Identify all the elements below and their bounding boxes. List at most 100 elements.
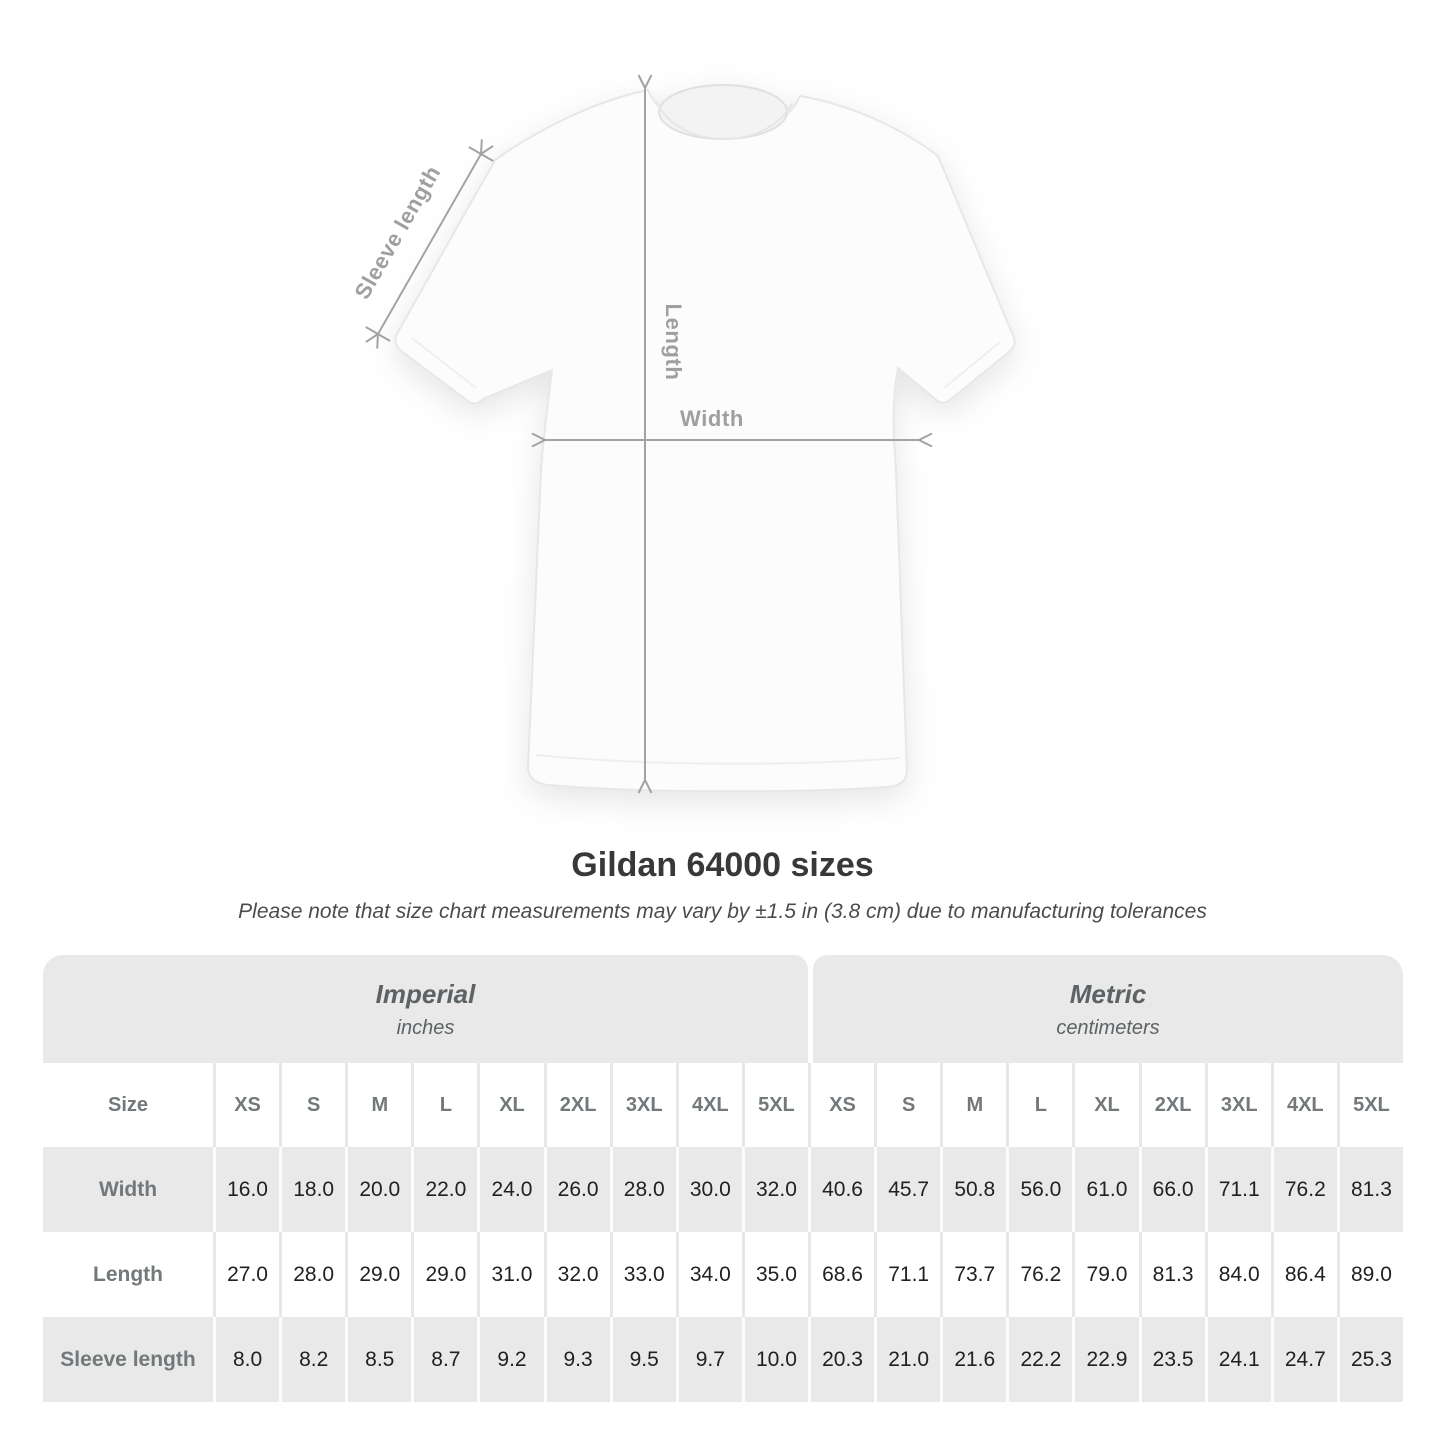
table-cell: 81.3 xyxy=(1336,1147,1403,1232)
unit-band-row: Imperial inches Metric centimeters xyxy=(43,955,1403,1063)
table-cell: 24.0 xyxy=(477,1147,543,1232)
row-label: Sleeve length xyxy=(60,1347,196,1371)
sleeve-end-tick-top xyxy=(468,146,494,162)
size-header-row: Size XS S M L XL 2XL 3XL 4XL 5XL XS S M … xyxy=(43,1063,1403,1147)
table-cell: 33.0 xyxy=(609,1232,676,1317)
table-cell: 29.0 xyxy=(411,1232,477,1317)
table-cell: 22.9 xyxy=(1072,1317,1138,1402)
table-cell: 8.0 xyxy=(213,1317,279,1402)
table-cell: 32.0 xyxy=(741,1147,808,1232)
table-cell: 29.0 xyxy=(345,1232,411,1317)
table-cell: 26.0 xyxy=(543,1147,610,1232)
table-cell: 23.5 xyxy=(1138,1317,1205,1402)
table-cell: 24.7 xyxy=(1270,1317,1337,1402)
size-col-header: 5XL xyxy=(1336,1063,1403,1147)
table-cell: 86.4 xyxy=(1270,1232,1337,1317)
table-cell: 28.0 xyxy=(609,1147,676,1232)
table-cell: 89.0 xyxy=(1336,1232,1403,1317)
table-cell: 68.6 xyxy=(808,1232,874,1317)
table-cell: 84.0 xyxy=(1204,1232,1271,1317)
table-cell: 25.3 xyxy=(1336,1317,1403,1402)
size-table: Imperial inches Metric centimeters Size … xyxy=(43,955,1403,1402)
table-cell: 34.0 xyxy=(675,1232,742,1317)
metric-band-title: Metric xyxy=(1069,978,1147,1009)
table-cell: 9.2 xyxy=(477,1317,543,1402)
tolerance-note: Please note that size chart measurements… xyxy=(238,900,1207,923)
size-col-header: XS xyxy=(213,1063,279,1147)
tshirt-image xyxy=(394,84,1016,793)
size-col-header: L xyxy=(411,1063,477,1147)
imperial-band-unit: inches xyxy=(396,1016,455,1039)
table-cell: 76.2 xyxy=(1270,1147,1337,1232)
width-row: Width 16.0 18.0 20.0 22.0 24.0 26.0 28.0… xyxy=(43,1147,1403,1232)
table-cell: 9.3 xyxy=(543,1317,610,1402)
table-cell: 22.2 xyxy=(1006,1317,1072,1402)
table-cell: 71.1 xyxy=(874,1232,940,1317)
tshirt-measurement-diagram: Length Width Sleeve length xyxy=(349,74,1016,794)
imperial-band: Imperial inches xyxy=(43,955,808,1063)
table-cell: 66.0 xyxy=(1138,1147,1205,1232)
size-col-header: XL xyxy=(1072,1063,1138,1147)
table-cell: 73.7 xyxy=(940,1232,1006,1317)
size-col-header: 3XL xyxy=(609,1063,676,1147)
table-cell: 9.5 xyxy=(609,1317,676,1402)
row-label: Width xyxy=(98,1177,158,1201)
table-cell: 50.8 xyxy=(940,1147,1006,1232)
table-cell: 56.0 xyxy=(1006,1147,1072,1232)
metric-band-unit: centimeters xyxy=(1056,1016,1160,1039)
size-col-header: XL xyxy=(477,1063,543,1147)
table-cell: 40.6 xyxy=(808,1147,874,1232)
table-cell: 71.1 xyxy=(1204,1147,1271,1232)
table-cell: 31.0 xyxy=(477,1232,543,1317)
table-cell: 81.3 xyxy=(1138,1232,1205,1317)
collar-stitch xyxy=(655,101,793,140)
size-col-header: 3XL xyxy=(1204,1063,1271,1147)
width-label: Width xyxy=(680,406,744,431)
size-col-header: 4XL xyxy=(1270,1063,1337,1147)
table-cell: 22.0 xyxy=(411,1147,477,1232)
table-cell: 30.0 xyxy=(675,1147,742,1232)
length-row: Length 27.0 28.0 29.0 29.0 31.0 32.0 33.… xyxy=(43,1232,1403,1317)
size-col-header: 2XL xyxy=(1138,1063,1205,1147)
table-cell: 18.0 xyxy=(279,1147,345,1232)
table-cell: 35.0 xyxy=(741,1232,808,1317)
table-cell: 20.0 xyxy=(345,1147,411,1232)
table-cell: 76.2 xyxy=(1006,1232,1072,1317)
table-cell: 21.0 xyxy=(874,1317,940,1402)
imperial-band-title: Imperial xyxy=(375,978,476,1009)
size-col-header: 5XL xyxy=(741,1063,808,1147)
table-cell: 21.6 xyxy=(940,1317,1006,1402)
table-cell: 20.3 xyxy=(808,1317,874,1402)
table-cell: 9.7 xyxy=(675,1317,742,1402)
table-cell: 8.7 xyxy=(411,1317,477,1402)
table-cell: 79.0 xyxy=(1072,1232,1138,1317)
table-cell: 32.0 xyxy=(543,1232,610,1317)
table-cell: 24.1 xyxy=(1204,1317,1271,1402)
sleeve-end-tick-bottom xyxy=(365,326,391,342)
size-col-header: M xyxy=(345,1063,411,1147)
length-label: Length xyxy=(661,304,686,381)
size-col-header: 2XL xyxy=(543,1063,610,1147)
table-cell: 61.0 xyxy=(1072,1147,1138,1232)
table-cell: 16.0 xyxy=(213,1147,279,1232)
sleeve-length-arrow xyxy=(365,139,494,349)
size-col-header: M xyxy=(940,1063,1006,1147)
table-cell: 27.0 xyxy=(213,1232,279,1317)
size-col-header: 4XL xyxy=(675,1063,742,1147)
table-cell: 45.7 xyxy=(874,1147,940,1232)
metric-band: Metric centimeters xyxy=(813,955,1403,1063)
size-col-header: L xyxy=(1006,1063,1072,1147)
size-col-header: S xyxy=(874,1063,940,1147)
sleeve-length-row: Sleeve length 8.0 8.2 8.5 8.7 9.2 9.3 9.… xyxy=(43,1317,1403,1402)
size-col-header: S xyxy=(279,1063,345,1147)
right-sleeve-stitch xyxy=(943,341,1001,389)
size-header-cell: Size xyxy=(107,1093,149,1116)
table-cell: 10.0 xyxy=(741,1317,808,1402)
table-cell: 8.2 xyxy=(279,1317,345,1402)
table-cell: 28.0 xyxy=(279,1232,345,1317)
row-label: Length xyxy=(93,1262,163,1286)
collar-opening xyxy=(658,84,788,140)
page-title: Gildan 64000 sizes xyxy=(571,846,874,884)
hem-stitch xyxy=(535,754,901,765)
table-cell: 8.5 xyxy=(345,1317,411,1402)
